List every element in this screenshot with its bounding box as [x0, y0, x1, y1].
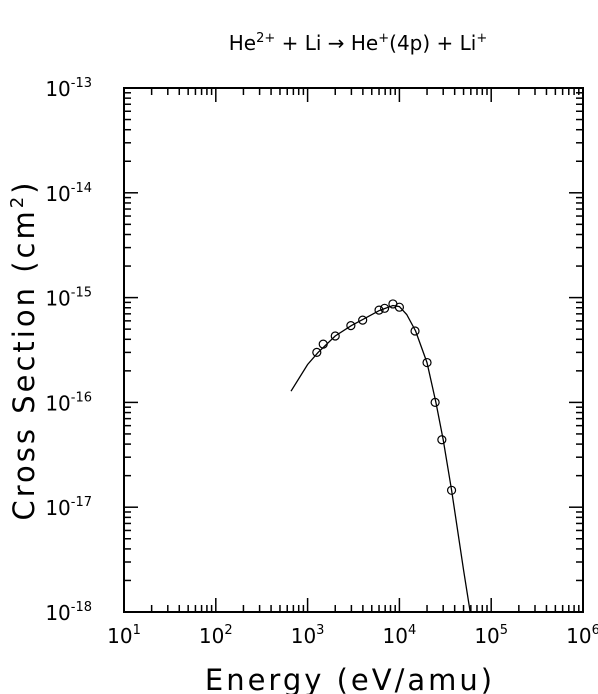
- x-tick-sup: 5: [500, 623, 508, 638]
- y-tick-sup: -14: [71, 181, 92, 196]
- x-tick-base: 10: [474, 624, 499, 648]
- x-axis-label: Energy (eV/amu): [205, 663, 495, 694]
- x-tick-label: 106: [566, 623, 598, 648]
- data-point: [346, 321, 356, 331]
- y-tick-label: 10-15: [45, 286, 92, 311]
- data-point: [380, 303, 390, 313]
- x-tick-label: 102: [199, 623, 233, 648]
- data-point: [394, 302, 404, 312]
- x-tick-sup: 1: [133, 623, 141, 638]
- y-tick-sup: -15: [71, 286, 92, 301]
- title-part: + Li → He: [275, 31, 378, 55]
- x-tick-sup: 4: [408, 623, 416, 638]
- y-tick-label: 10-17: [45, 495, 92, 520]
- title-sup: 2+: [256, 31, 275, 46]
- y-tick-base: 10: [45, 391, 70, 415]
- x-tick-base: 10: [291, 624, 316, 648]
- y-tick-label: 10-14: [45, 181, 92, 206]
- y-label-tail: ): [7, 180, 41, 194]
- data-point: [374, 305, 384, 315]
- y-tick-base: 10: [45, 601, 70, 625]
- y-tick-label: 10-18: [45, 600, 92, 625]
- y-axis-label: Cross Section (cm2): [7, 180, 41, 521]
- y-tick-sup: -13: [71, 76, 92, 91]
- y-tick-base: 10: [45, 287, 70, 311]
- x-tick-base: 10: [383, 624, 408, 648]
- title-part: He: [229, 31, 256, 55]
- data-point: [437, 435, 447, 445]
- data-point: [312, 347, 322, 357]
- y-label-sup: 2: [7, 194, 28, 208]
- x-tick-sup: 6: [592, 623, 598, 638]
- data-point: [410, 326, 420, 336]
- x-tick-base: 10: [199, 624, 224, 648]
- y-tick-base: 10: [45, 496, 70, 520]
- title-part: (4p) + Li: [389, 31, 476, 55]
- y-tick-label: 10-16: [45, 390, 92, 415]
- plot-frame: [123, 87, 584, 613]
- fit-line: [290, 304, 471, 613]
- x-tick-label: 103: [291, 623, 325, 648]
- y-tick-sup: -18: [71, 600, 92, 615]
- title-sup: +: [476, 31, 487, 46]
- y-tick-base: 10: [45, 182, 70, 206]
- data-point: [358, 315, 368, 325]
- data-point: [330, 331, 340, 341]
- x-tick-label: 101: [107, 623, 141, 648]
- title-sup: +: [378, 31, 389, 46]
- x-tick-sup: 3: [316, 623, 324, 638]
- chart-title: He2+ + Li → He+(4p) + Li+: [229, 31, 488, 55]
- data-point: [422, 357, 432, 368]
- x-tick-label: 105: [474, 623, 508, 648]
- x-tick-base: 10: [566, 624, 591, 648]
- y-tick-label: 10-13: [45, 76, 92, 101]
- x-tick-sup: 2: [224, 623, 232, 638]
- y-tick-sup: -17: [71, 495, 92, 510]
- y-label-text: Cross Section (cm: [7, 208, 41, 520]
- y-tick-base: 10: [45, 77, 70, 101]
- y-tick-sup: -16: [71, 390, 92, 405]
- x-tick-base: 10: [107, 624, 132, 648]
- x-tick-label: 104: [383, 623, 417, 648]
